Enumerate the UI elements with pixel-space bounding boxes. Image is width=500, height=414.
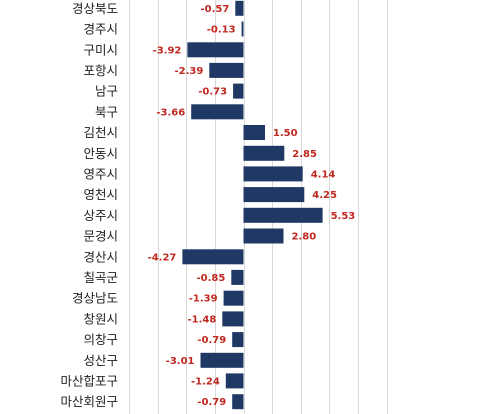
bar [223, 290, 244, 306]
category-label: 경상남도 [72, 291, 118, 306]
category-label: 김천시 [83, 125, 118, 140]
category-label: 마산합포구 [60, 373, 118, 388]
category-label: 경주시 [83, 22, 118, 37]
bar [182, 249, 244, 265]
value-label: -1.48 [187, 314, 216, 325]
category-label: 성산구 [83, 353, 118, 368]
value-label: -1.24 [191, 376, 220, 387]
bar [225, 373, 244, 389]
category-label: 북구 [95, 104, 118, 119]
value-label: -3.92 [153, 45, 182, 56]
value-label: -0.57 [200, 4, 229, 15]
bar [191, 104, 244, 120]
bar [231, 269, 244, 285]
category-label: 마산회원구 [60, 394, 118, 409]
category-label: 영천시 [83, 187, 118, 202]
value-label: -0.79 [197, 397, 226, 408]
category-label: 안동시 [83, 146, 118, 161]
category-label: 칠곡군 [83, 270, 118, 285]
bar [222, 311, 244, 327]
category-label: 포항시 [83, 63, 118, 78]
value-label: -2.39 [174, 66, 203, 77]
bar [232, 394, 244, 410]
bar [243, 207, 323, 223]
value-label: -4.27 [148, 252, 177, 263]
bar [241, 21, 244, 37]
value-label: -0.73 [198, 87, 227, 98]
bar [233, 83, 244, 99]
category-label: 상주시 [83, 208, 118, 223]
bar [243, 166, 303, 182]
value-label: -3.01 [166, 356, 195, 367]
value-label: 5.53 [331, 211, 356, 222]
category-label: 경산시 [83, 249, 118, 264]
value-label: 1.50 [273, 128, 298, 139]
bar [243, 187, 305, 203]
bar [243, 125, 265, 140]
value-label: 2.85 [292, 149, 317, 160]
value-labels: -0.57 -0.13 -3.92 -2.39 -0.73 -3.66 1.50 2.85 4.… [148, 4, 356, 408]
bar [200, 352, 244, 368]
category-labels: 경상북도경주시구미시포항시남구북구김천시안동시영주시영천시상주시문경시경산시칠곡… [60, 1, 118, 409]
category-label: 구미시 [83, 42, 118, 57]
bar [209, 62, 244, 78]
category-label: 영주시 [83, 166, 118, 181]
bar [235, 0, 244, 16]
value-label: -0.79 [197, 335, 226, 346]
value-label: -3.66 [156, 107, 185, 118]
bars [182, 0, 323, 410]
value-label: 4.14 [311, 169, 336, 180]
bar [232, 332, 244, 348]
gridlines [129, 0, 388, 414]
category-label: 의창구 [83, 332, 118, 347]
value-label: -1.39 [189, 294, 218, 305]
bar [243, 228, 284, 244]
value-label: 4.25 [312, 190, 337, 201]
category-label: 창원시 [83, 311, 118, 326]
bar [243, 145, 285, 161]
value-label: -0.85 [196, 273, 225, 284]
category-label: 경상북도 [72, 1, 118, 16]
category-label: 남구 [95, 84, 118, 99]
bar [187, 42, 244, 58]
value-label: -0.13 [207, 25, 236, 36]
value-label: 2.80 [292, 232, 317, 243]
category-label: 문경시 [83, 229, 118, 244]
